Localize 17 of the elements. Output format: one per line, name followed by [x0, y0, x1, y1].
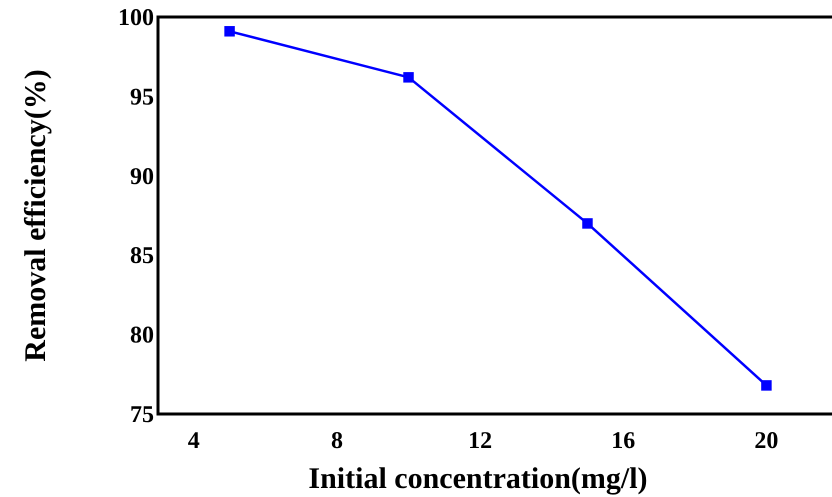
y-tick-label: 100	[118, 5, 154, 31]
x-tick-label: 20	[754, 428, 778, 454]
y-tick-label: 90	[130, 164, 154, 190]
point	[224, 26, 235, 37]
y-tick-label: 80	[130, 322, 154, 349]
x-tick-label: 4	[188, 428, 200, 454]
y-tick-label: 95	[130, 84, 154, 110]
x-tick-label: 12	[468, 428, 492, 454]
x-tick-label: 16	[611, 428, 636, 454]
y-tick-label: 85	[130, 243, 154, 270]
y-tick-label: 75	[130, 402, 154, 428]
point	[403, 72, 414, 83]
y-axis-title: Removal efficiency(%)	[19, 69, 52, 362]
point	[582, 218, 593, 229]
x-axis-title: Initial concentration(mg/l)	[308, 462, 648, 495]
x-tick-label: 8	[330, 428, 343, 454]
point	[761, 380, 772, 391]
